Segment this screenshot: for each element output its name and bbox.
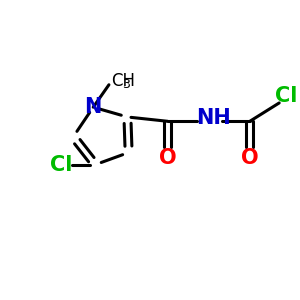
Text: O: O [241, 148, 259, 168]
Text: CH: CH [111, 72, 135, 90]
Text: N: N [85, 97, 102, 117]
Text: O: O [159, 148, 176, 168]
Text: Cl: Cl [274, 86, 297, 106]
Text: NH: NH [196, 108, 231, 128]
Text: Cl: Cl [50, 155, 72, 175]
Text: 3: 3 [122, 78, 130, 91]
